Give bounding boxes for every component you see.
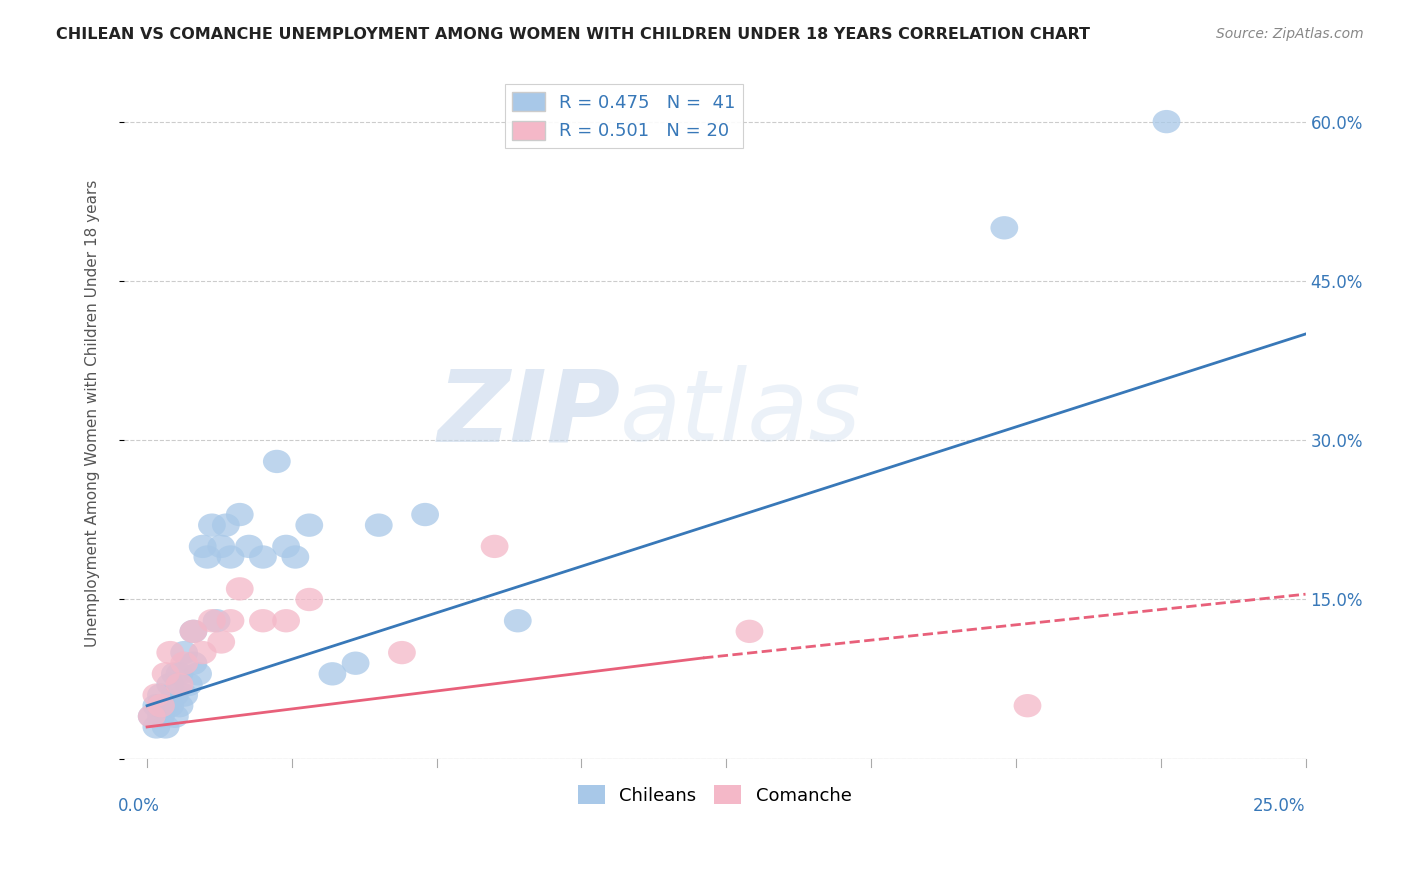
Text: 25.0%: 25.0% [1253,797,1306,814]
Ellipse shape [160,705,188,728]
Ellipse shape [194,545,221,569]
Ellipse shape [342,651,370,675]
Ellipse shape [160,683,188,706]
Ellipse shape [217,545,245,569]
Ellipse shape [198,609,226,632]
Ellipse shape [503,609,531,632]
Ellipse shape [138,705,166,728]
Ellipse shape [235,534,263,558]
Ellipse shape [388,641,416,665]
Ellipse shape [188,534,217,558]
Text: CHILEAN VS COMANCHE UNEMPLOYMENT AMONG WOMEN WITH CHILDREN UNDER 18 YEARS CORREL: CHILEAN VS COMANCHE UNEMPLOYMENT AMONG W… [56,27,1090,42]
Ellipse shape [212,514,240,537]
Text: 0.0%: 0.0% [118,797,160,814]
Ellipse shape [180,651,207,675]
Ellipse shape [152,662,180,686]
Ellipse shape [481,534,509,558]
Ellipse shape [156,694,184,717]
Ellipse shape [166,662,194,686]
Ellipse shape [152,694,180,717]
Ellipse shape [180,620,207,643]
Ellipse shape [207,631,235,654]
Ellipse shape [263,450,291,473]
Ellipse shape [166,673,194,696]
Ellipse shape [148,694,174,717]
Ellipse shape [319,662,346,686]
Ellipse shape [295,588,323,611]
Ellipse shape [198,514,226,537]
Ellipse shape [148,683,174,706]
Ellipse shape [170,683,198,706]
Ellipse shape [142,683,170,706]
Text: ZIP: ZIP [437,365,620,462]
Ellipse shape [174,673,202,696]
Ellipse shape [156,673,184,696]
Ellipse shape [226,503,253,526]
Ellipse shape [138,705,166,728]
Ellipse shape [202,609,231,632]
Ellipse shape [249,609,277,632]
Ellipse shape [990,216,1018,239]
Ellipse shape [188,641,217,665]
Ellipse shape [184,662,212,686]
Ellipse shape [1153,110,1181,133]
Text: Source: ZipAtlas.com: Source: ZipAtlas.com [1216,27,1364,41]
Ellipse shape [156,641,184,665]
Ellipse shape [170,651,198,675]
Ellipse shape [180,620,207,643]
Ellipse shape [226,577,253,600]
Ellipse shape [273,609,299,632]
Ellipse shape [142,715,170,739]
Text: atlas: atlas [620,365,862,462]
Ellipse shape [166,694,194,717]
Ellipse shape [735,620,763,643]
Y-axis label: Unemployment Among Women with Children Under 18 years: Unemployment Among Women with Children U… [86,180,100,648]
Ellipse shape [411,503,439,526]
Ellipse shape [1014,694,1042,717]
Ellipse shape [249,545,277,569]
Ellipse shape [281,545,309,569]
Ellipse shape [366,514,392,537]
Ellipse shape [142,694,170,717]
Ellipse shape [273,534,299,558]
Ellipse shape [160,662,188,686]
Legend: R = 0.475   N =  41, R = 0.501   N = 20: R = 0.475 N = 41, R = 0.501 N = 20 [505,85,742,148]
Ellipse shape [295,514,323,537]
Ellipse shape [217,609,245,632]
Ellipse shape [148,705,174,728]
Ellipse shape [170,641,198,665]
Ellipse shape [152,715,180,739]
Ellipse shape [207,534,235,558]
